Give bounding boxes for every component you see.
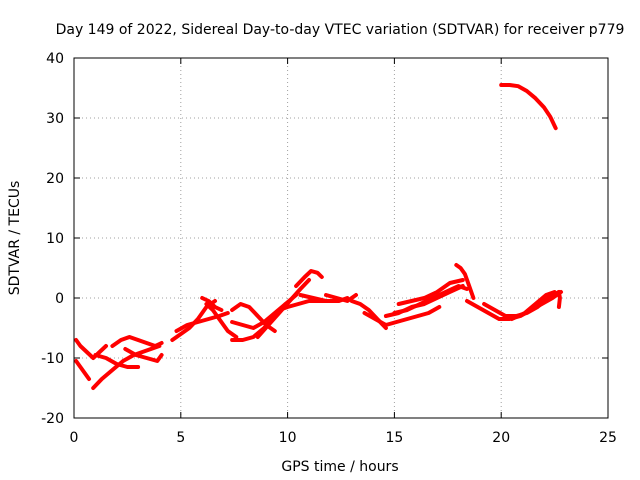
series-track-10 xyxy=(200,296,224,312)
series-track-04 xyxy=(93,353,141,369)
series-track-06 xyxy=(123,347,164,363)
series-track-01 xyxy=(74,338,108,360)
series-track-20 xyxy=(362,305,442,327)
y-tick-label: -20 xyxy=(41,411,64,427)
data-series xyxy=(74,83,563,390)
series-track-08 xyxy=(174,311,230,333)
series-track-29 xyxy=(499,83,558,131)
y-tick-label: -10 xyxy=(41,351,64,367)
gridlines xyxy=(74,58,608,418)
chart-title: Day 149 of 2022, Sidereal Day-to-day VTE… xyxy=(56,22,625,38)
series-track-09 xyxy=(204,302,239,339)
y-tick-label: 0 xyxy=(55,291,64,307)
series-track-02 xyxy=(74,359,91,381)
series-track-05 xyxy=(110,335,164,348)
series-track-27 xyxy=(509,290,557,321)
y-axis-label: SDTVAR / TECUs xyxy=(7,181,23,296)
y-tick-label: 40 xyxy=(46,51,64,67)
x-tick-label: 15 xyxy=(385,430,403,446)
x-tick-label: 0 xyxy=(70,430,79,446)
series-track-03 xyxy=(91,344,162,390)
x-tick-label: 20 xyxy=(492,430,510,446)
series-track-22 xyxy=(396,278,465,306)
x-tick-label: 25 xyxy=(599,430,617,446)
axis-ticks: 0 5 10 15 20 25 -20 -10 0 10 20 30 40 xyxy=(41,51,617,446)
series-track-23 xyxy=(392,284,469,315)
series-track-18 xyxy=(324,293,358,303)
x-axis-label: GPS time / hours xyxy=(281,459,398,475)
x-tick-label: 5 xyxy=(176,430,185,446)
x-tick-label: 10 xyxy=(279,430,297,446)
series-track-28 xyxy=(556,290,562,309)
series-track-15 xyxy=(294,269,324,288)
y-tick-label: 20 xyxy=(46,171,64,187)
y-tick-label: 10 xyxy=(46,231,64,247)
y-tick-label: 30 xyxy=(46,111,64,127)
series-track-24 xyxy=(454,263,476,300)
